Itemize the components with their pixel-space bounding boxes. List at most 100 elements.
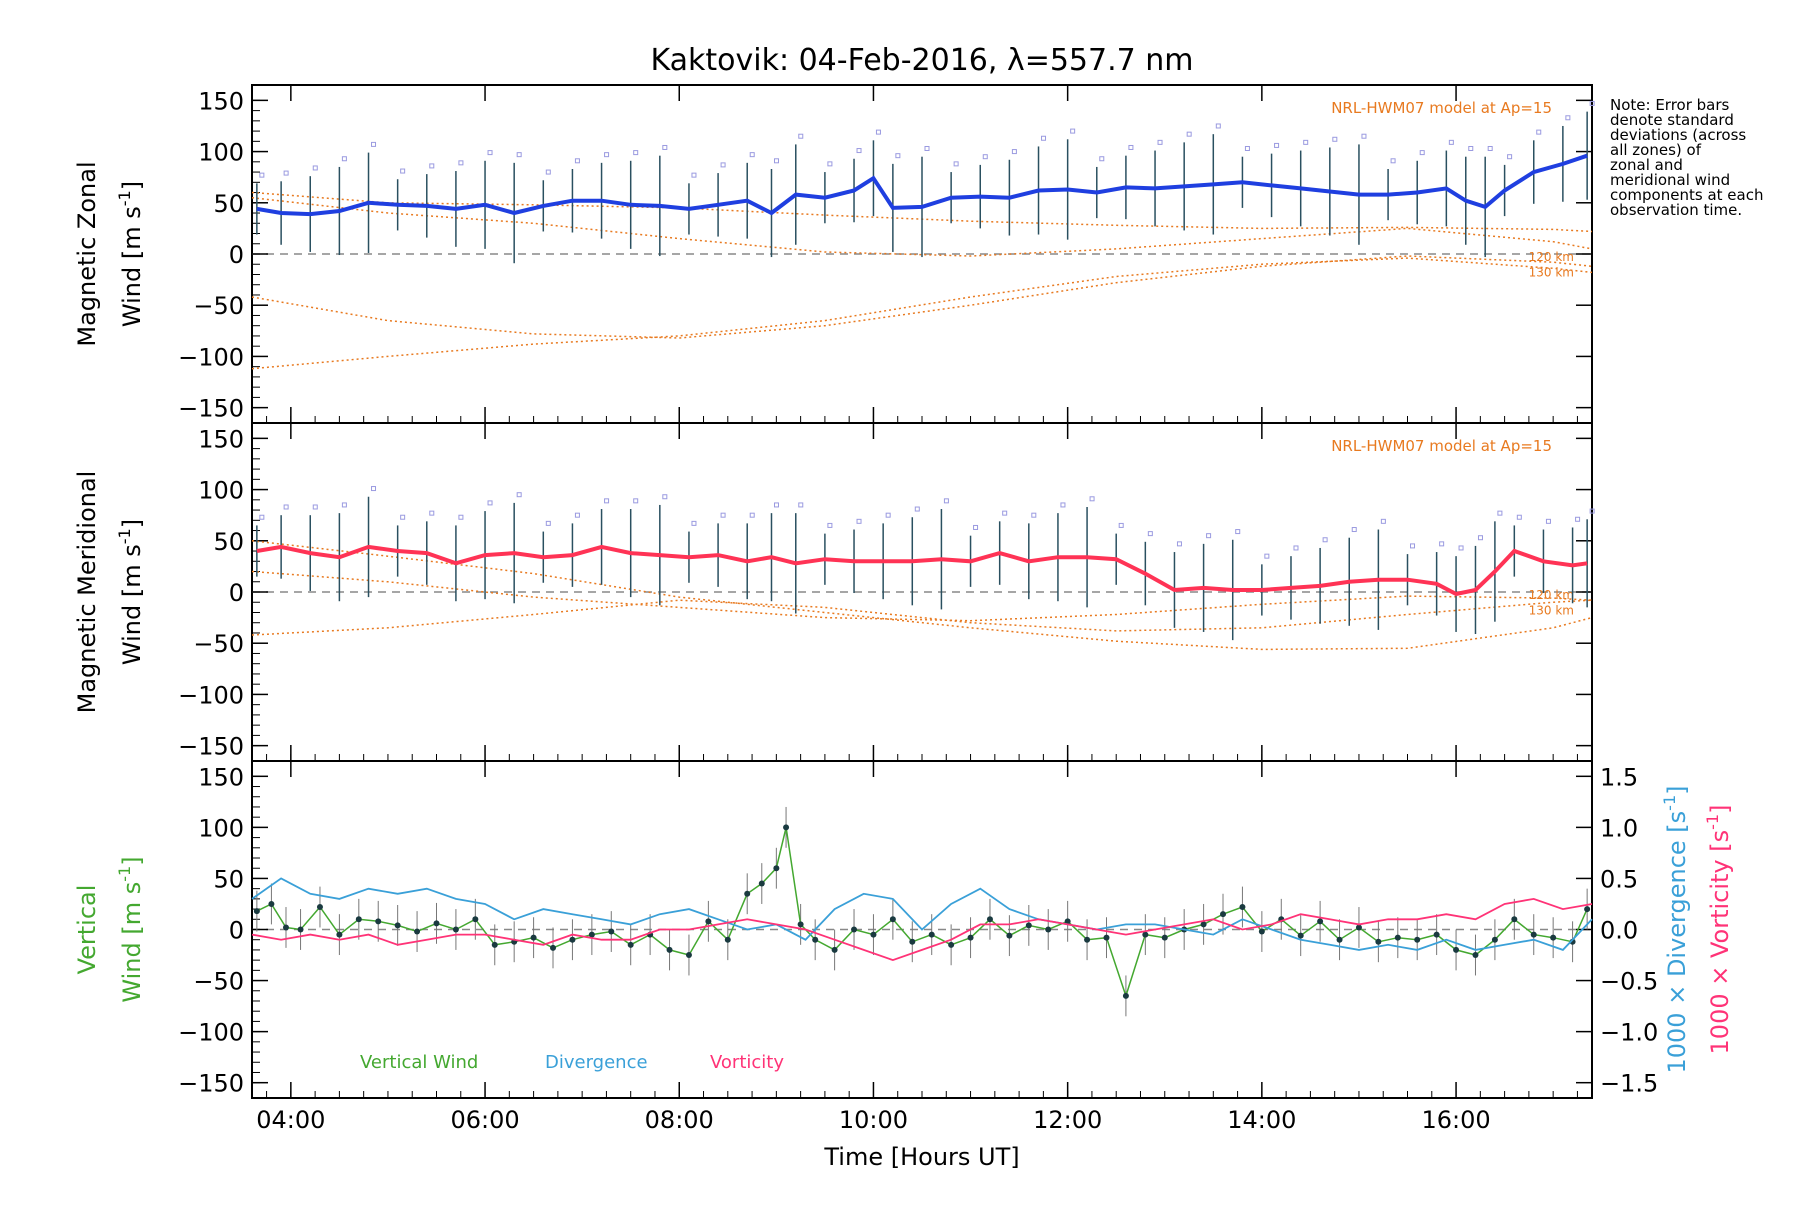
vertical-wind-point [1045,926,1052,933]
scatter-point [773,158,779,164]
y-tick-label: 50 [213,190,244,218]
scatter-point [1589,508,1595,514]
x-axis-label: Time [Hours UT] [823,1143,1019,1171]
vertical-wind-point [1064,918,1071,925]
right-tick-label: −0.5 [1600,968,1658,996]
y-axis-label-line2: Wind [m s-1] [115,181,146,327]
scatter-point [429,163,435,169]
scatter-point [749,512,755,518]
right-tick-label: −1.0 [1600,1019,1658,1047]
scatter-point [1264,553,1270,559]
vertical-wind-point [1200,921,1207,928]
scatter-point [1390,158,1396,164]
scatter-point [371,486,377,492]
y-axis-label-end: ] [118,519,146,528]
scatter-point [895,153,901,159]
scatter-point [283,504,289,510]
note-line: observation time. [1610,201,1742,219]
right-label-vor-end: ] [1706,805,1734,814]
vertical-wind-point [758,880,765,887]
scatter-point [1002,510,1008,516]
vertical-wind-point [316,904,323,911]
vertical-wind-point [452,926,459,933]
x-tick-label: 14:00 [1227,1106,1296,1134]
scatter-point [1351,527,1357,533]
alt-label: 120 km [1529,588,1574,602]
scatter-point [827,161,833,167]
x-tick-label: 16:00 [1421,1106,1490,1134]
scatter-point [633,498,639,504]
model-curve [251,540,1593,651]
scatter-point [1410,543,1416,549]
note-line: denote standard [1610,111,1734,129]
scatter-point [1322,537,1328,543]
x-tick-label: 06:00 [450,1106,519,1134]
right-tick-label: 1.0 [1600,814,1638,842]
vertical-wind-point [870,931,877,938]
scatter-point [1060,502,1066,508]
scatter-point [720,512,726,518]
vertical-wind-point [1103,934,1110,941]
legend-entry: Vorticity [710,1052,784,1073]
scatter-point [1468,146,1474,152]
vertical-wind-point [928,931,935,938]
scatter-point [604,152,610,158]
vertical-wind-point [724,936,731,943]
scatter-point [1147,531,1153,537]
scatter-point [312,504,318,510]
vertical-wind-point [253,908,260,915]
vertical-wind-point [1491,936,1498,943]
scatter-point [1157,139,1163,145]
y-tick-label: 50 [213,865,244,893]
right-label-div-text: 1000 × Divergence [s [1663,811,1691,1074]
legend-entry: Divergence [545,1052,648,1073]
y-tick-label: 0 [229,579,244,607]
scatter-point [574,158,580,164]
vertical-wind-point [948,941,955,948]
model-curve [251,257,1593,370]
chart-title: Kaktovik: 04-Feb-2016, λ=557.7 nm [650,43,1193,78]
scatter-point [1215,123,1221,129]
vertical-wind-point [569,936,576,943]
vertical-wind-point [967,934,974,941]
vertical-wind-point [783,824,790,831]
scatter-point [1487,146,1493,152]
scatter-point [400,168,406,174]
scatter-point [283,170,289,176]
scatter-point [1536,129,1542,135]
vertical-wind-point [666,946,673,953]
scatter-point [1575,516,1581,522]
vertical-wind-point [491,941,498,948]
vertical-wind-point [1550,934,1557,941]
right-tick-label: 0.0 [1600,917,1638,945]
y-tick-label: −50 [193,630,244,658]
x-tick-label: 08:00 [645,1106,714,1134]
scatter-point [856,148,862,154]
scatter-point [633,150,639,156]
vertical-wind-point [1161,934,1168,941]
right-label-div-end: ] [1663,785,1691,794]
scatter-point [545,169,551,175]
vertical-wind-point [375,918,382,925]
vertical-wind-point [1394,934,1401,941]
vertical-wind-point [1025,922,1032,929]
scatter-point [1380,518,1386,524]
y-axis-label-text: Wind [m s [118,544,146,665]
vertical-wind-point [608,928,615,935]
y-tick-label: 150 [198,425,244,453]
vertical-wind-point [394,922,401,929]
x-tick-label: 10:00 [839,1106,908,1134]
scatter-point [1545,518,1551,524]
vertical-wind-point [1433,931,1440,938]
scatter-point [875,129,881,135]
vertical-wind-point [472,916,479,923]
y-axis-label-sup: -1 [115,528,134,544]
right-label-vor-text: 1000 × Vorticity [s [1706,830,1734,1055]
vertical-wind-point [268,900,275,907]
y-axis-label-end: ] [118,856,146,865]
model-label: NRL-HWM07 model at Ap=15 [1331,437,1552,455]
scatter-point [1293,545,1299,551]
scatter-point [371,141,377,147]
vertical-wind-point [812,936,819,943]
